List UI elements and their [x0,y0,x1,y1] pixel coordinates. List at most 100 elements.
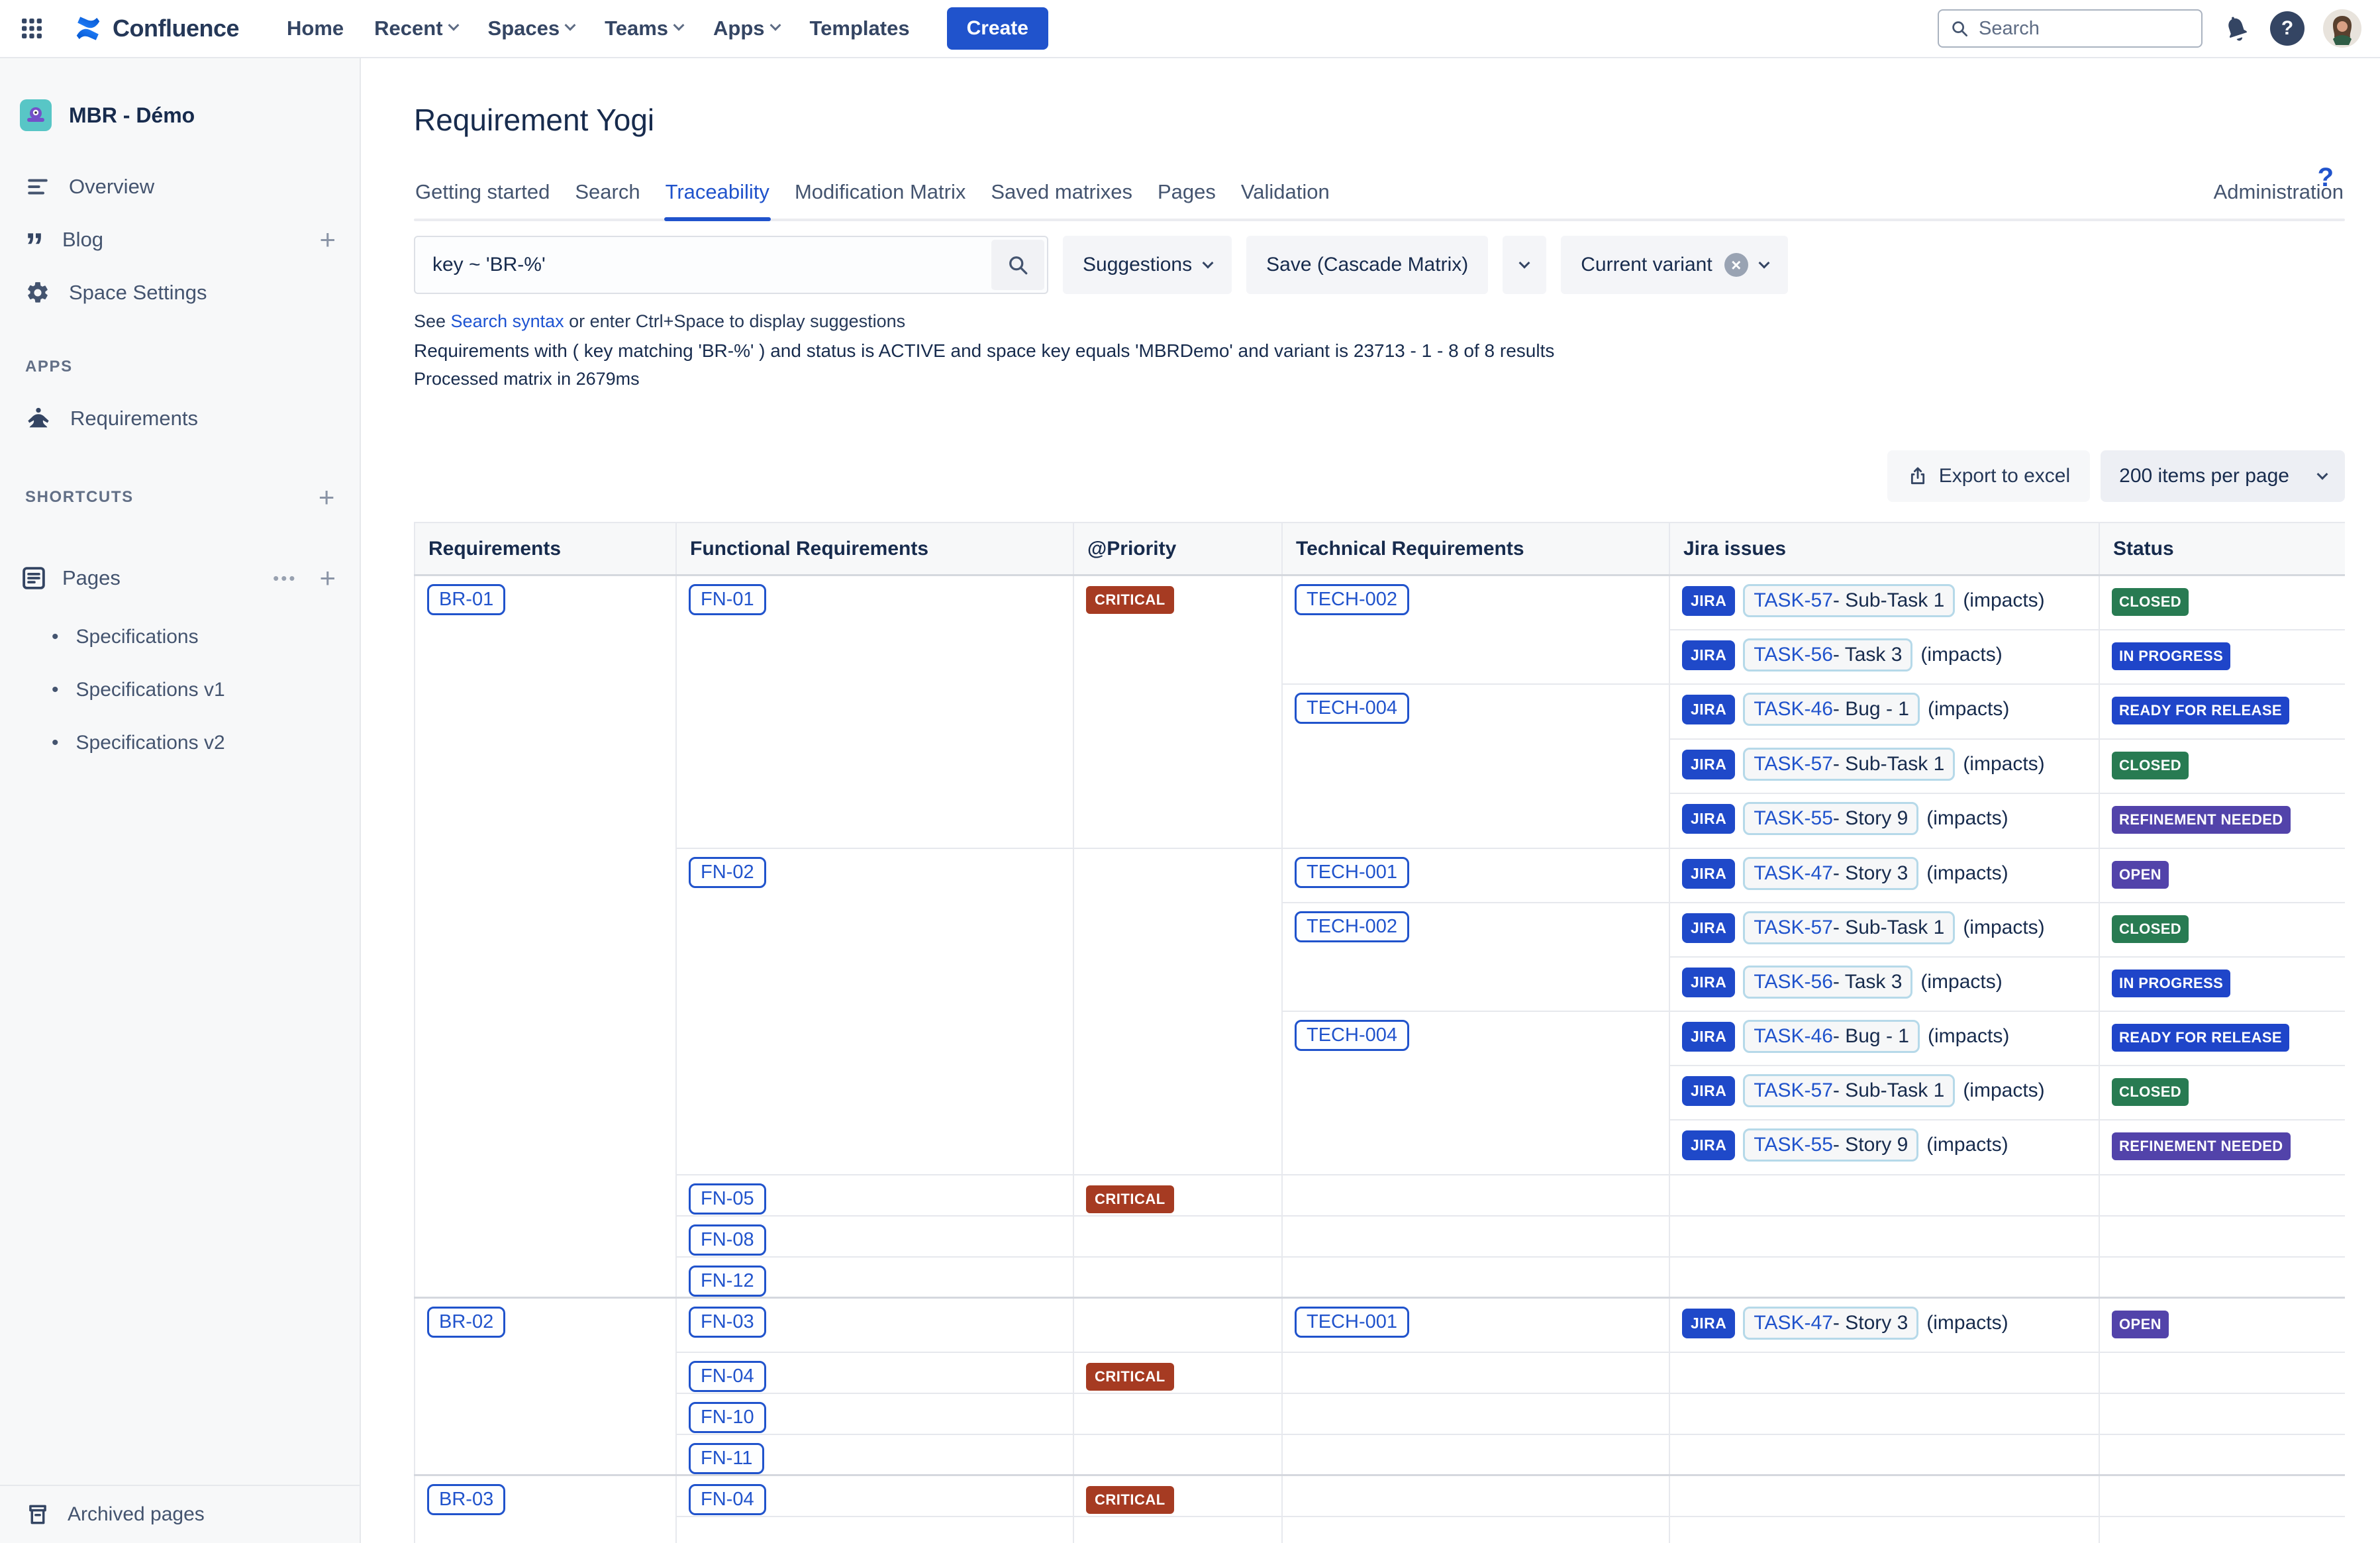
table-cell [2099,1476,2345,1517]
jira-issue-link[interactable]: TASK-47- Story 3 [1743,1307,1919,1340]
jira-issue-link[interactable]: TASK-46- Bug - 1 [1743,1020,1920,1053]
requirement-badge-tech-002[interactable]: TECH-002 [1295,911,1409,942]
tab-validation[interactable]: Validation [1240,180,1330,203]
requirement-badge-fn-11[interactable]: FN-11 [689,1443,765,1474]
jira-impacts-label: (impacts) [1926,862,2008,884]
clear-variant-icon[interactable]: × [1724,253,1748,277]
jira-chip[interactable]: JIRA [1682,1308,1736,1338]
tab-traceability[interactable]: Traceability [664,171,771,221]
requirement-badge-tech-002[interactable]: TECH-002 [1295,584,1409,615]
notifications-bell-icon[interactable] [2221,13,2252,44]
jira-issue-link[interactable]: TASK-55- Story 9 [1743,802,1919,835]
nav-item-home[interactable]: Home [287,17,344,40]
confluence-logo[interactable]: Confluence [73,13,240,44]
sidebar-item-requirements[interactable]: Requirements [0,392,360,445]
tab-modification-matrix[interactable]: Modification Matrix [794,180,966,203]
current-variant-button[interactable]: Current variant × [1561,236,1788,294]
jira-chip[interactable]: JIRA [1682,694,1736,724]
requirement-badge-tech-004[interactable]: TECH-004 [1295,1020,1409,1051]
jira-chip[interactable]: JIRA [1682,803,1736,834]
requirement-badge-tech-001[interactable]: TECH-001 [1295,857,1409,888]
jira-chip[interactable]: JIRA [1682,1075,1736,1106]
sidebar-item-space-settings[interactable]: Space Settings [0,266,360,319]
requirement-badge-br-03[interactable]: BR-03 [427,1484,506,1515]
sidebar-item-pages[interactable]: Pages ••• + [0,552,360,604]
requirement-badge-fn-12[interactable]: FN-12 [689,1266,766,1297]
nav-item-recent[interactable]: Recent [374,17,460,40]
search-syntax-link[interactable]: Search syntax [450,311,564,331]
jira-issue-link[interactable]: TASK-56- Task 3 [1743,638,1913,672]
requirement-badge-fn-08[interactable]: FN-08 [689,1224,766,1256]
requirement-badge-fn-04[interactable]: FN-04 [689,1484,766,1515]
jira-chip[interactable]: JIRA [1682,585,1736,616]
items-per-page-select[interactable]: 200 items per page [2101,450,2345,502]
sidebar-item-archived-pages[interactable]: Archived pages [0,1485,360,1543]
tab-pages[interactable]: Pages [1158,180,1216,203]
help-icon[interactable]: ? [2270,11,2305,46]
tab-getting-started[interactable]: Getting started [415,180,550,203]
nav-item-teams[interactable]: Teams [605,17,685,40]
requirement-badge-tech-001[interactable]: TECH-001 [1295,1307,1409,1338]
requirement-badge-tech-004[interactable]: TECH-004 [1295,693,1409,724]
requirement-badge-br-02[interactable]: BR-02 [427,1307,506,1338]
jira-issue-link[interactable]: TASK-57- Sub-Task 1 [1743,748,1956,781]
table-cell: JIRA TASK-57- Sub-Task 1 (impacts) [1669,576,2099,630]
sidebar-page-specifications-v1[interactable]: • Specifications v1 [0,664,360,717]
space-header[interactable]: MBR - Démo [0,99,360,131]
nav-item-spaces[interactable]: Spaces [488,17,576,40]
jira-issue-link[interactable]: TASK-56- Task 3 [1743,966,1913,999]
chevron-down-icon [1202,257,1214,269]
more-options-icon[interactable]: ••• [273,568,297,588]
save-options-button[interactable] [1503,236,1547,294]
table-cell: READY FOR RELEASE [2099,1012,2345,1066]
nav-item-apps[interactable]: Apps [713,17,781,40]
requirement-badge-fn-10[interactable]: FN-10 [689,1402,766,1433]
table-cell [1281,1258,1669,1299]
sidebar-page-specifications-v2[interactable]: • Specifications v2 [0,717,360,770]
requirement-badge-fn-01[interactable]: FN-01 [689,584,766,615]
chevron-down-icon [1758,257,1770,269]
jira-issue-link[interactable]: TASK-47- Story 3 [1743,857,1919,890]
jira-issue-link[interactable]: TASK-46- Bug - 1 [1743,693,1920,726]
jira-chip[interactable]: JIRA [1682,1130,1736,1160]
jira-chip[interactable]: JIRA [1682,1021,1736,1052]
tab-search[interactable]: Search [575,180,640,203]
global-search[interactable] [1938,9,2203,48]
suggestions-button[interactable]: Suggestions [1063,236,1232,294]
sidebar-item-overview[interactable]: Overview [0,160,360,213]
query-input[interactable] [415,254,991,276]
sidebar-page-specifications[interactable]: • Specifications [0,611,360,664]
jira-issue-link[interactable]: TASK-55- Story 9 [1743,1128,1919,1162]
save-cascade-matrix-button[interactable]: Save (Cascade Matrix) [1246,236,1489,294]
jira-issue-summary: - Bug - 1 [1832,698,1909,720]
export-to-excel-button[interactable]: Export to excel [1887,450,2091,502]
jira-issue-link[interactable]: TASK-57- Sub-Task 1 [1743,911,1956,944]
sidebar-item-blog[interactable]: ” Blog + [0,213,360,266]
avatar[interactable] [2323,9,2361,48]
plus-icon[interactable]: + [319,224,336,255]
add-shortcut-icon[interactable]: + [318,481,336,513]
add-page-icon[interactable]: + [319,562,336,593]
jira-issue-link[interactable]: TASK-57- Sub-Task 1 [1743,1074,1956,1107]
requirement-badge-fn-04[interactable]: FN-04 [689,1361,766,1392]
requirement-badge-fn-03[interactable]: FN-03 [689,1307,766,1338]
jira-chip[interactable]: JIRA [1682,967,1736,997]
tab-administration[interactable]: Administration [2213,180,2344,203]
tab-saved-matrixes[interactable]: Saved matrixes [991,180,1132,203]
export-icon [1907,466,1928,487]
jira-chip[interactable]: JIRA [1682,749,1736,779]
global-search-input[interactable] [1979,17,2191,40]
jira-chip[interactable]: JIRA [1682,913,1736,943]
requirement-badge-fn-02[interactable]: FN-02 [689,857,766,888]
jira-chip[interactable]: JIRA [1682,858,1736,889]
requirement-badge-fn-05[interactable]: FN-05 [689,1183,766,1215]
nav-item-templates[interactable]: Templates [810,17,910,40]
run-search-button[interactable] [991,240,1044,290]
jira-chip[interactable]: JIRA [1682,640,1736,670]
app-switcher-icon[interactable] [19,15,45,42]
jira-issue-link[interactable]: TASK-57- Sub-Task 1 [1743,584,1956,617]
create-button[interactable]: Create [946,7,1048,50]
page-help-icon[interactable]: ? [2317,163,2334,192]
table-cell [1073,1217,1281,1258]
requirement-badge-br-01[interactable]: BR-01 [427,584,506,615]
